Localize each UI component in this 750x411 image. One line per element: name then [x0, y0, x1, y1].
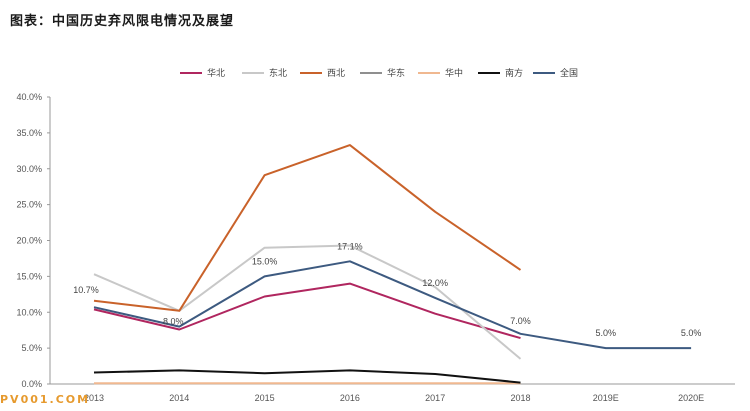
legend-item-label: 华北 — [207, 67, 225, 79]
x-tick-label: 2013 — [84, 393, 104, 403]
chart-title: 图表：中国历史弃风限电情况及展望 — [10, 14, 235, 29]
y-tick-label: 30.0% — [16, 164, 42, 174]
x-tick-label: 2020E — [678, 393, 704, 403]
legend-item-label: 华东 — [387, 67, 405, 79]
y-tick-label: 20.0% — [16, 236, 42, 246]
data-label: 5.0% — [596, 328, 617, 338]
y-tick-label: 40.0% — [16, 92, 42, 102]
data-label: 10.7% — [73, 285, 99, 295]
series-line-1 — [93, 244, 522, 360]
series-line-5 — [93, 369, 521, 384]
x-tick-label: 2018 — [510, 393, 530, 403]
legend-item-label: 东北 — [269, 67, 287, 79]
y-tick-label: 10.0% — [16, 307, 42, 317]
watermark: PV001.COM — [0, 393, 91, 406]
series-line-6 — [93, 260, 692, 350]
y-tick-label: 0.0% — [21, 379, 42, 389]
legend-item-label: 全国 — [560, 67, 578, 79]
y-tick-label: 15.0% — [16, 271, 42, 281]
legend-item-label: 西北 — [327, 68, 345, 79]
y-tick-label: 35.0% — [16, 128, 42, 138]
data-label: 12.0% — [422, 278, 448, 288]
x-tick-label: 2016 — [340, 393, 360, 403]
series-line-0 — [93, 282, 521, 340]
x-tick-label: 2014 — [169, 393, 189, 403]
x-tick-label: 2015 — [255, 393, 275, 403]
legend-item-label: 南方 — [505, 67, 523, 79]
data-label: 5.0% — [681, 328, 702, 338]
y-tick-label: 5.0% — [21, 343, 42, 353]
legend-item-label: 华中 — [445, 67, 463, 79]
data-label: 17.1% — [337, 241, 363, 251]
x-tick-label: 2017 — [425, 393, 445, 403]
series-line-2 — [93, 144, 522, 312]
data-label: 7.0% — [510, 316, 531, 326]
y-tick-label: 25.0% — [16, 200, 42, 210]
data-label: 8.0% — [163, 317, 184, 327]
x-tick-label: 2019E — [593, 393, 619, 403]
data-label: 15.0% — [252, 256, 278, 266]
